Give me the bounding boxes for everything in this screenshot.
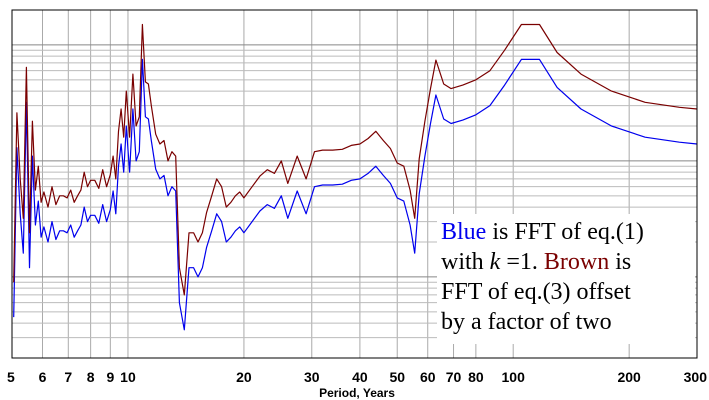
x-tick-label: 100	[502, 369, 526, 385]
x-tick-label: 200	[617, 369, 641, 385]
legend-brown-word: Brown	[544, 249, 609, 275]
x-tick-labels: 5 6 7 8 9 10 20 30 40 50 60 70 80 100 200 300	[7, 369, 707, 385]
legend-line-1-rest: is FFT of eq.(1)	[486, 219, 644, 245]
legend-blue-word: Blue	[441, 219, 486, 245]
x-tick-label: 9	[106, 369, 114, 385]
x-tick-label: 60	[420, 369, 436, 385]
legend-line-4: by a factor of two	[441, 307, 691, 337]
legend-k-symbol: k	[490, 249, 501, 275]
x-tick-label: 6	[39, 369, 47, 385]
legend-line-2-start: with	[441, 249, 490, 275]
x-tick-label: 70	[446, 369, 462, 385]
legend-line-1: Blue is FFT of eq.(1)	[441, 217, 691, 247]
x-tick-label: 80	[468, 369, 484, 385]
x-tick-label: 40	[352, 369, 368, 385]
x-tick-label: 10	[120, 369, 136, 385]
x-tick-label: 30	[304, 369, 320, 385]
x-tick-label: 5	[7, 369, 15, 385]
x-tick-label: 50	[389, 369, 405, 385]
legend-line-2: with k =1. Brown is	[441, 247, 691, 277]
legend-line-2-mid: =1.	[500, 249, 544, 275]
legend-line-2-end: is	[609, 249, 631, 275]
x-tick-label: 7	[64, 369, 72, 385]
legend-annotation: Blue is FFT of eq.(1) with k =1. Brown i…	[437, 214, 695, 344]
x-axis-title: Period, Years	[319, 386, 395, 400]
x-tick-label: 8	[87, 369, 95, 385]
legend-line-3: FFT of eq.(3) offset	[441, 277, 691, 307]
x-tick-label: 300	[684, 369, 708, 385]
x-tick-label: 20	[236, 369, 252, 385]
